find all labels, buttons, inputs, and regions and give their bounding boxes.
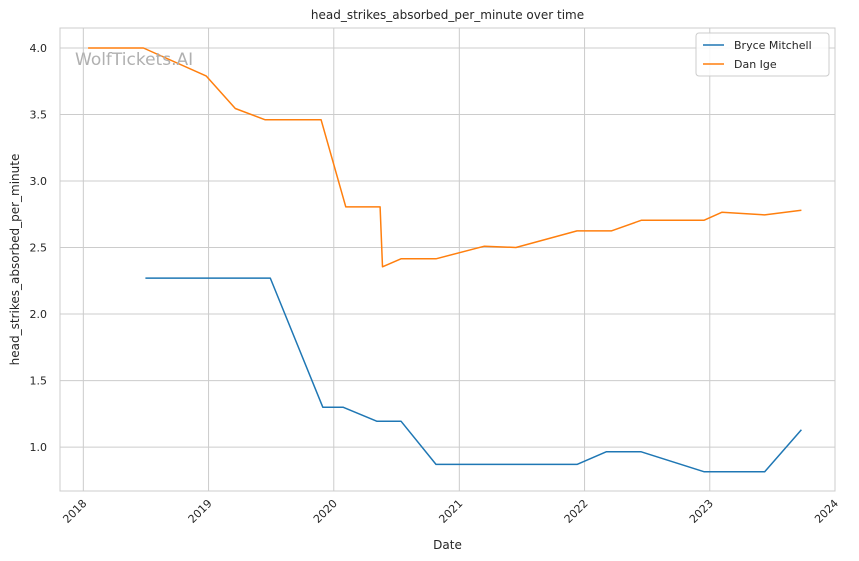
y-tick-label: 3.0 (30, 175, 48, 188)
y-tick-label: 1.0 (30, 441, 48, 454)
x-tick-label: 2018 (60, 497, 89, 526)
x-tick-labels: 2018 2019 2020 2021 2022 2023 2024 (60, 497, 841, 526)
y-tick-label: 2.5 (30, 242, 48, 255)
x-tick-label: 2022 (562, 497, 591, 526)
y-tick-label: 4.0 (30, 42, 48, 55)
x-tick-label: 2020 (311, 497, 340, 526)
y-axis-title: head_strikes_absorbed_per_minute (8, 154, 22, 366)
x-tick-label: 2023 (687, 497, 716, 526)
x-tick-label: 2021 (436, 497, 465, 526)
grid-lines (60, 28, 836, 491)
legend-box (695, 32, 830, 77)
y-tick-label: 2.0 (30, 308, 48, 321)
legend-label: Dan Ige (734, 58, 777, 71)
y-tick-label: 1.5 (30, 375, 48, 388)
y-tick-label: 3.5 (30, 108, 48, 121)
series-layer (88, 47, 802, 473)
y-tick-labels: 1.0 1.5 2.0 2.5 3.0 3.5 4.0 (30, 42, 48, 454)
plot-frame (59, 27, 836, 492)
x-tick-label: 2024 (812, 497, 841, 526)
x-axis-title: Date (433, 538, 462, 552)
chart-title: head_strikes_absorbed_per_minute over ti… (311, 8, 584, 22)
x-tick-label: 2019 (186, 497, 215, 526)
watermark: WolfTickets.AI (75, 50, 193, 70)
series-line-dan-ige (88, 47, 802, 268)
legend-label: Bryce Mitchell (734, 39, 812, 52)
series-line-bryce-mitchell (145, 277, 802, 473)
legend: Bryce Mitchell Dan Ige (695, 32, 830, 77)
